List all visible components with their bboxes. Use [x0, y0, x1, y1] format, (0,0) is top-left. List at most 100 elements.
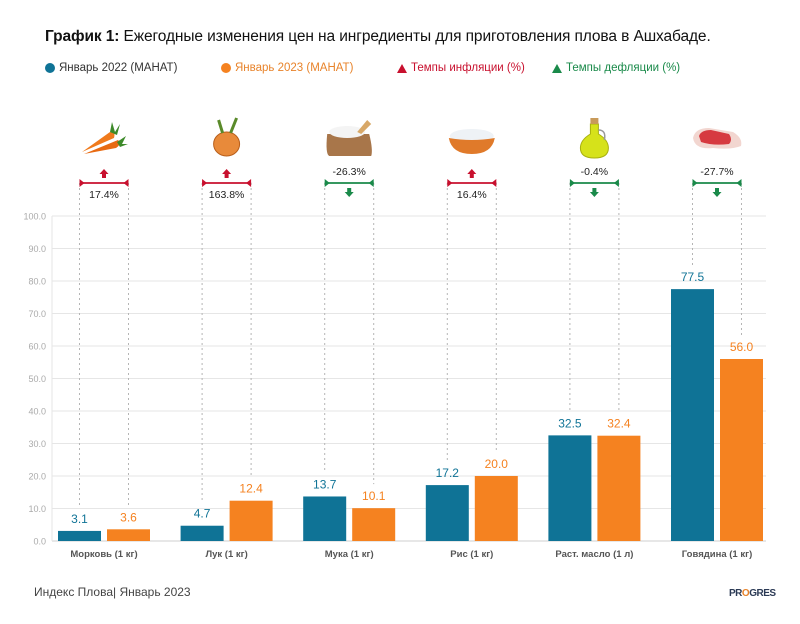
legend-item-2022: Январь 2022 (МАНАТ) — [45, 62, 177, 74]
footer-source: Индекс Плова| Январь 2023 — [34, 585, 191, 599]
bar-2023 — [107, 529, 150, 541]
change-pct-label: 16.4% — [457, 189, 487, 201]
y-tick-label: 10.0 — [28, 504, 46, 514]
bracket-end-icon — [569, 179, 575, 187]
change-pct-label: 163.8% — [209, 189, 245, 201]
icon-part — [329, 126, 366, 138]
bracket-end-icon — [613, 179, 619, 187]
flour-sack-icon — [326, 120, 372, 156]
bracket-end-icon — [447, 179, 453, 187]
legend-triangle-icon — [397, 63, 407, 73]
x-tick-label: Лук (1 кг) — [205, 549, 247, 560]
bar-2023 — [720, 359, 763, 541]
oil-bottle-icon — [579, 118, 609, 159]
brand-logo: PROGRES — [729, 588, 776, 599]
change-pct-label: -0.4% — [581, 166, 608, 178]
legend-label: Январь 2023 (МАНАТ) — [235, 62, 354, 74]
icon-part — [598, 129, 606, 141]
y-tick-label: 0.0 — [33, 537, 46, 547]
chart-title: График 1: Ежегодные изменения цен на инг… — [45, 28, 711, 46]
arrow-down-icon — [344, 188, 354, 197]
brand-part: O — [741, 588, 750, 599]
bracket-end-icon — [202, 179, 208, 187]
y-tick-label: 20.0 — [28, 472, 46, 482]
bracket-end-icon — [491, 179, 497, 187]
icon-part — [110, 122, 120, 135]
icon-part — [213, 131, 241, 157]
value-label-2023: 10.1 — [362, 489, 386, 503]
icon-part — [217, 117, 238, 134]
icon-part — [579, 123, 609, 159]
value-label-2022: 13.7 — [313, 477, 337, 491]
bar-2023 — [597, 435, 641, 541]
bar-2022 — [425, 485, 469, 541]
value-label-2023: 56.0 — [730, 340, 754, 354]
y-tick-label: 80.0 — [28, 277, 46, 287]
icon-part — [84, 140, 120, 154]
bar-2022 — [180, 525, 224, 541]
value-label-2022: 4.7 — [194, 507, 211, 521]
value-label-2023: 3.6 — [120, 510, 137, 524]
legend-circle-icon — [45, 63, 55, 73]
y-tick-label: 70.0 — [28, 309, 46, 319]
icon-part — [699, 130, 731, 145]
icon-part — [449, 129, 494, 143]
bar-2022 — [303, 496, 347, 541]
chart-title-prefix: График 1: — [45, 28, 120, 45]
value-label-2023: 20.0 — [485, 457, 509, 471]
arrow-up-icon — [222, 169, 232, 178]
legend-item-2023: Январь 2023 (МАНАТ) — [221, 62, 353, 74]
x-tick-label: Говядина (1 кг) — [682, 549, 752, 560]
legend-item-deflation: Темпы дефляции (%) — [552, 62, 680, 74]
x-tick-label: Мука (1 кг) — [325, 549, 374, 560]
change-pct-label: -26.3% — [333, 166, 366, 178]
rice-bowl-icon — [448, 129, 495, 154]
bracket-end-icon — [79, 179, 85, 187]
bracket-end-icon — [736, 179, 742, 187]
legend-item-inflation: Темпы инфляции (%) — [397, 62, 525, 74]
bar-2023 — [474, 476, 518, 541]
x-tick-label: Раст. масло (1 л) — [555, 549, 633, 560]
value-label-2022: 17.2 — [436, 466, 460, 480]
y-tick-label: 30.0 — [28, 439, 46, 449]
arrow-up-icon — [99, 169, 109, 178]
brand-part: GRES — [749, 588, 776, 599]
icon-part — [448, 138, 495, 154]
bracket-end-icon — [123, 179, 129, 187]
x-tick-label: Морковь (1 кг) — [70, 549, 137, 560]
bar-2022 — [671, 289, 714, 541]
bar-2022 — [548, 435, 592, 541]
y-tick-label: 40.0 — [28, 407, 46, 417]
arrow-up-icon — [467, 169, 477, 178]
legend-circle-icon — [221, 63, 231, 73]
icon-part — [326, 134, 372, 156]
icon-part — [82, 131, 115, 152]
value-label-2022: 32.5 — [558, 416, 582, 430]
legend-triangle-icon — [552, 63, 562, 73]
brand-part: PR — [729, 588, 742, 599]
bar-2023 — [352, 508, 396, 541]
bracket-end-icon — [368, 179, 374, 187]
icon-part — [590, 118, 599, 124]
value-label-2023: 12.4 — [239, 482, 263, 496]
onion-icon — [213, 117, 241, 157]
y-tick-label: 50.0 — [28, 374, 46, 384]
beef-steak-icon — [693, 128, 742, 149]
value-label-2022: 77.5 — [681, 270, 705, 284]
change-pct-label: 17.4% — [89, 189, 119, 201]
y-tick-label: 90.0 — [28, 244, 46, 254]
arrow-down-icon — [589, 188, 599, 197]
y-tick-label: 100.0 — [23, 212, 46, 222]
x-tick-label: Рис (1 кг) — [450, 549, 493, 560]
arrow-down-icon — [712, 188, 722, 197]
y-tick-label: 60.0 — [28, 342, 46, 352]
change-pct-label: -27.7% — [700, 166, 733, 178]
carrot-icon — [82, 122, 128, 154]
legend-label: Темпы дефляции (%) — [566, 62, 681, 74]
legend-label: Темпы инфляции (%) — [411, 62, 525, 74]
bracket-end-icon — [692, 179, 698, 187]
value-label-2023: 32.4 — [607, 417, 631, 431]
bracket-end-icon — [246, 179, 252, 187]
icon-part — [357, 120, 372, 134]
